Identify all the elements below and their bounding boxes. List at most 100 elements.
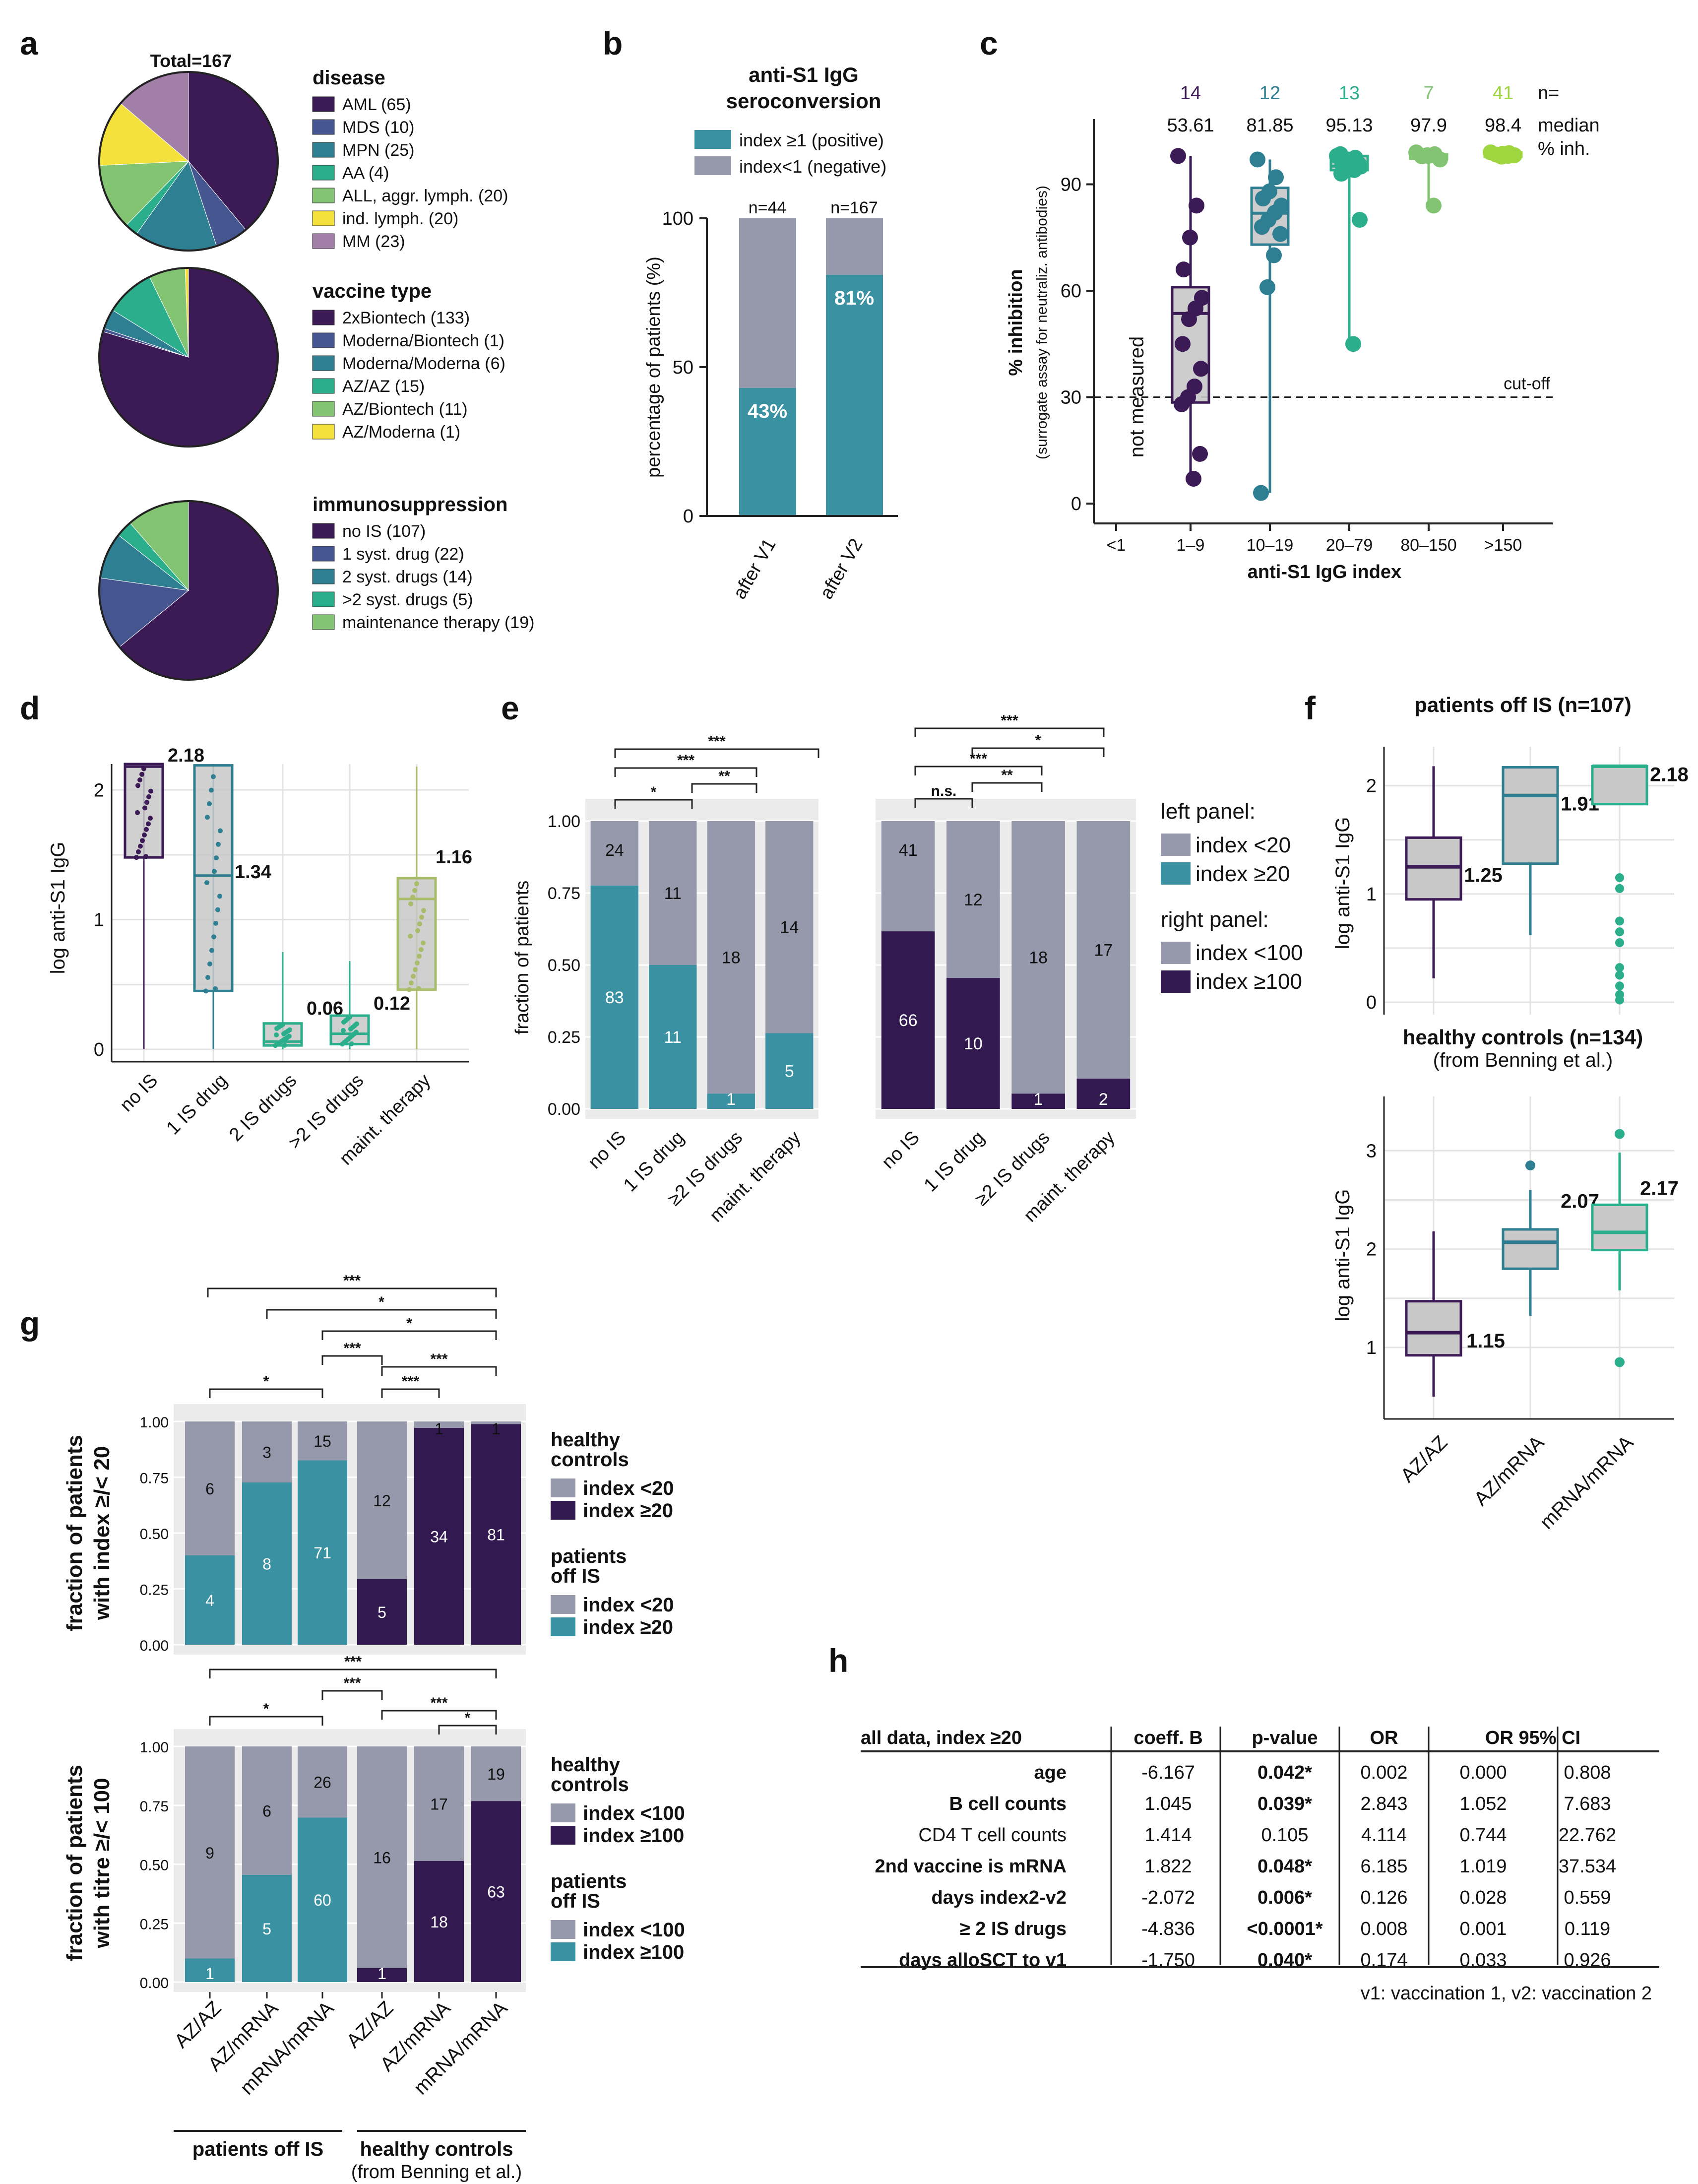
- panel-label-b: b: [603, 25, 623, 62]
- sig-bracket-label: **: [718, 768, 730, 784]
- data-point: [1432, 151, 1448, 168]
- group-label: patients off IS: [192, 2138, 323, 2160]
- pie-legend-entry: AA (4): [342, 164, 389, 183]
- legend-swatch: [551, 1617, 575, 1636]
- bar-top-segment: [590, 821, 638, 886]
- x-tick-label: AZ/mRNA: [1470, 1431, 1549, 1510]
- legend-positive: index ≥1 (positive): [739, 130, 884, 150]
- legend-title: controls: [551, 1774, 629, 1796]
- outlier-point: [1615, 916, 1624, 926]
- sig-bracket: [438, 1725, 497, 1734]
- pie-outline: [98, 71, 279, 252]
- y-tick-label: 0: [94, 1039, 104, 1060]
- data-point: [1192, 446, 1208, 462]
- data-point: [217, 894, 222, 899]
- bar-top-segment: [185, 1421, 235, 1555]
- bar-top-segment: [765, 821, 814, 1033]
- sig-bracket: [971, 782, 1043, 792]
- data-point: [135, 810, 140, 815]
- table-header: all data, index ≥20: [861, 1728, 1022, 1748]
- data-point: [1181, 311, 1197, 327]
- x-tick-label: 20–79: [1326, 536, 1373, 555]
- sig-bracket: [381, 1366, 497, 1376]
- y-tick-label: 90: [1061, 175, 1081, 195]
- legend-entry: index ≥100: [583, 1941, 684, 1963]
- data-point: [148, 816, 153, 821]
- data-point: [144, 800, 149, 805]
- x-tick-label: >150: [1484, 536, 1522, 555]
- table-cell: 0.002: [1360, 1762, 1407, 1783]
- y-tick-label: 0: [1071, 494, 1081, 514]
- y-tick-label: 1: [1366, 884, 1377, 905]
- x-tick-label: AZ/AZ: [170, 1997, 225, 2052]
- bar-bottom-segment: [471, 1801, 521, 1982]
- table-row-label: days index2-v2: [932, 1887, 1067, 1908]
- panel-label-d: d: [20, 690, 40, 726]
- data-point: [415, 960, 420, 965]
- outlier-point: [1525, 1160, 1535, 1171]
- sig-bracket-label: *: [406, 1315, 412, 1332]
- bar-positive: [826, 275, 883, 516]
- bar-count-bottom: 8: [262, 1555, 271, 1573]
- legend-swatch: [1161, 862, 1191, 885]
- panel-label-e: e: [501, 690, 519, 726]
- group-median-label: 81.85: [1246, 115, 1293, 136]
- bar-count-bottom: 18: [430, 1913, 448, 1931]
- legend-swatch: [312, 569, 335, 584]
- bar-percent-label: 43%: [748, 400, 787, 422]
- data-point: [148, 788, 153, 794]
- bar-count-top: 12: [373, 1492, 391, 1510]
- legend-entry: index <100: [583, 1919, 685, 1941]
- legend-swatch: [312, 614, 335, 630]
- sig-bracket: [971, 747, 1105, 757]
- table-cell: 6.185: [1360, 1856, 1407, 1877]
- group-label: healthy controls: [360, 2138, 513, 2160]
- bar-top-segment: [1011, 821, 1065, 1094]
- legend-title: right panel:: [1161, 907, 1269, 932]
- data-point: [213, 920, 218, 926]
- bar-top-segment: [414, 1746, 464, 1861]
- y-tick-label: 2: [94, 780, 104, 801]
- x-tick-label: <1: [1107, 536, 1126, 555]
- table-cell: -6.167: [1141, 1762, 1195, 1783]
- pie-legend-title: immunosuppression: [313, 494, 507, 515]
- y-axis-label-2: (surrogate assay for neutraliz. antibodi…: [1034, 186, 1050, 459]
- bar-bottom-segment: [185, 1555, 235, 1645]
- sig-bracket: [321, 1355, 383, 1365]
- x-tick-label: 1–9: [1177, 536, 1205, 555]
- data-point: [409, 980, 414, 986]
- bar-count-top: 17: [1094, 941, 1113, 960]
- legend-swatch: [1161, 834, 1191, 856]
- data-point: [349, 1041, 354, 1046]
- y-axis-label: fraction of patients: [63, 1435, 87, 1631]
- legend-swatch: [312, 96, 335, 112]
- legend-swatch: [551, 1826, 575, 1845]
- y-tick-label: 0.25: [140, 1916, 169, 1932]
- bar-top-segment: [881, 821, 935, 932]
- data-point: [354, 1021, 359, 1027]
- y-tick-label: 1.00: [140, 1414, 169, 1431]
- pie-legend-entry: AZ/AZ (15): [342, 377, 425, 396]
- bar-count-bottom: 66: [899, 1011, 918, 1030]
- data-point: [417, 954, 422, 959]
- table-row-label: 2nd vaccine is mRNA: [875, 1856, 1067, 1877]
- pie-legend-entry: MM (23): [342, 232, 405, 251]
- y-axis-label: log anti-S1 IgG: [47, 842, 69, 974]
- group-median-label: 53.61: [1167, 115, 1214, 136]
- table-cell: 2.843: [1360, 1794, 1407, 1814]
- bar-bottom-segment: [298, 1817, 347, 1982]
- table-cell: 0.119: [1565, 1919, 1610, 1939]
- legend-swatch: [312, 355, 335, 371]
- pie-legend-entry: >2 syst. drugs (5): [342, 590, 473, 609]
- legend-entry: index ≥20: [583, 1616, 673, 1638]
- y-tick-label: 0.75: [548, 884, 580, 903]
- bar-count-top: 9: [205, 1844, 214, 1862]
- bar-top-segment: [471, 1421, 521, 1424]
- data-point: [137, 777, 142, 782]
- median-header: median: [1538, 115, 1600, 136]
- outlier-point: [1615, 1129, 1625, 1139]
- legend-swatch-positive: [694, 130, 731, 149]
- pie-legend-entry: ALL, aggr. lymph. (20): [342, 187, 508, 205]
- data-point: [216, 841, 221, 847]
- bar-count-bottom: 5: [262, 1920, 271, 1938]
